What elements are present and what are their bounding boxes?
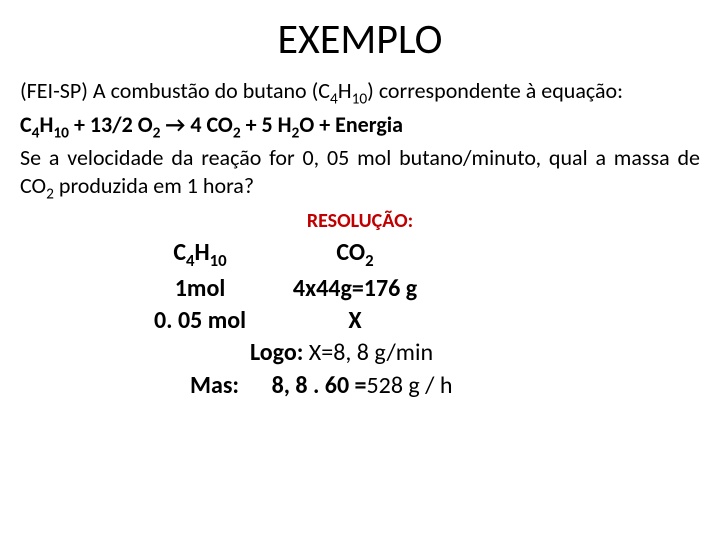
logo-label: Logo: xyxy=(250,338,309,367)
logo-value: X=8, 8 g/min xyxy=(309,338,433,367)
eq-plus2: + 5 H xyxy=(241,111,292,138)
h1-4: 4 xyxy=(186,250,195,271)
problem-text: (FEI-SP) A combustão do butano (C4H10) c… xyxy=(20,77,700,109)
r1c2: 4x44g=176 g xyxy=(270,273,440,305)
eq-h: H xyxy=(39,111,53,138)
r2c1: 0. 05 mol xyxy=(130,305,270,337)
chemical-equation: C4H10 + 13/2 O2 → 4 CO2 + 5 H2O + Energi… xyxy=(20,111,700,142)
eq-plus1: + 13/2 O xyxy=(69,111,153,138)
header-butano: C4H10 xyxy=(130,237,270,272)
sub-10a: 10 xyxy=(352,89,368,108)
r2c2: X xyxy=(270,305,440,337)
h1-h: H xyxy=(195,238,210,267)
eq-arrow: → 4 CO xyxy=(160,111,232,138)
mas-line: Mas: 8, 8 . 60 =528 g / h xyxy=(190,370,700,402)
line3-post: produzida em 1 hora? xyxy=(54,172,254,199)
work-row-header: C4H10CO2 xyxy=(130,237,700,272)
work-row-2: 0. 05 molX xyxy=(130,305,700,337)
sub-4a: 4 xyxy=(330,89,338,108)
eq-2b: 2 xyxy=(233,123,241,142)
eq-end: O + Energia xyxy=(299,111,403,138)
problem-question: Se a velocidade da reação for 0, 05 mol … xyxy=(20,144,700,203)
eq-10: 10 xyxy=(53,123,69,142)
eq-c: C xyxy=(20,111,32,138)
work-row-1: 1mol4x44g=176 g xyxy=(130,273,700,305)
h2-2: 2 xyxy=(365,250,374,271)
resolution-heading: RESOLUÇÃO: xyxy=(20,209,700,233)
logo-line: Logo: X=8, 8 g/min xyxy=(250,337,700,369)
h1-10: 10 xyxy=(210,250,227,271)
h1-c: C xyxy=(173,238,186,267)
problem-mid1: H xyxy=(338,77,352,104)
mas-calc: 8, 8 . 60 = xyxy=(272,371,367,400)
line3-sub: 2 xyxy=(46,184,54,203)
mas-result: 528 g / h xyxy=(367,371,453,400)
header-co2: CO2 xyxy=(270,237,440,272)
slide-title: EXEMPLO xyxy=(20,14,700,65)
h2-co: CO xyxy=(336,238,365,267)
problem-line1-post: ) correspondente à equação: xyxy=(367,77,623,104)
mas-label: Mas: xyxy=(190,371,239,400)
problem-line1-pre: (FEI-SP) A combustão do butano (C xyxy=(20,77,330,104)
r1c1: 1mol xyxy=(130,273,270,305)
